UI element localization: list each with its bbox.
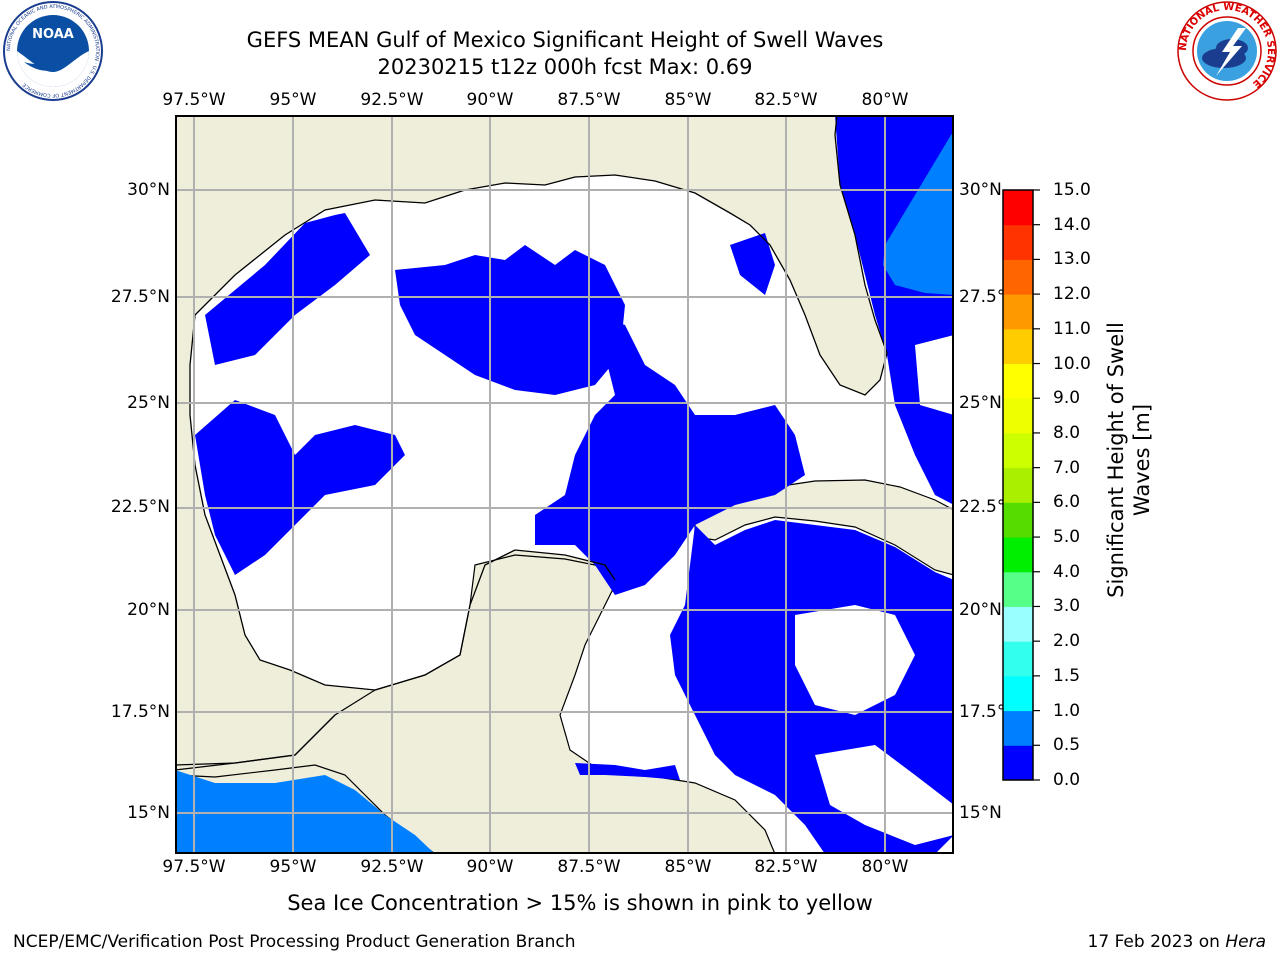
colorbar-segment (1003, 294, 1033, 330)
colorbar-segment (1003, 398, 1033, 434)
footer-branch: NCEP/EMC/Verification Post Processing Pr… (13, 932, 576, 952)
colorbar-tick-label: 7.0 (1053, 457, 1081, 478)
lon-label-top: 87.5°W (557, 90, 621, 110)
colorbar-segment (1003, 363, 1033, 399)
colorbar-tick-label: 0.5 (1053, 735, 1081, 756)
lon-label-top: 92.5°W (360, 90, 424, 110)
swell-mid-region-atlantic (883, 130, 954, 295)
colorbar (1002, 189, 1040, 781)
noaa-logo-text: NOAA (32, 27, 74, 42)
map-frame (175, 115, 954, 854)
colorbar-tick-label: 0.0 (1053, 770, 1081, 790)
lon-label-top: 85°W (664, 90, 712, 110)
lat-label-right: 25°N (959, 393, 1002, 413)
lon-label-top: 82.5°W (754, 90, 818, 110)
colorbar-segment (1003, 571, 1033, 607)
colorbar-segment (1003, 190, 1033, 226)
footer-machine: Hera (1225, 932, 1266, 952)
colorbar-segment (1003, 467, 1033, 503)
lat-label-left: 17.5°N (110, 702, 170, 722)
lon-label-top: 97.5°W (162, 90, 226, 110)
chart-subtitle: 20230215 t12z 000h fcst Max: 0.69 (377, 55, 753, 79)
colorbar-tick-label: 5.0 (1053, 527, 1081, 548)
colorbar-segment (1003, 710, 1033, 746)
lat-label-left: 25°N (127, 393, 170, 413)
colorbar-tick-label: 11.0 (1053, 318, 1091, 339)
colorbar-title: Significant Height of Swell Waves [m] (1103, 300, 1155, 620)
colorbar-segment (1003, 537, 1033, 573)
colorbar-segment (1003, 328, 1033, 365)
lat-label-right: 20°N (959, 600, 1002, 620)
lat-label-right: 15°N (959, 803, 1002, 823)
colorbar-title-line1: Significant Height of Swell (1104, 322, 1128, 598)
footer-date: 17 Feb 2023 on Hera (1088, 932, 1266, 952)
map-panel (175, 115, 954, 854)
colorbar-tick-label: 9.0 (1053, 388, 1081, 409)
lat-label-left: 27.5°N (110, 287, 170, 307)
colorbar-segment (1003, 259, 1033, 295)
lon-label-bottom: 97.5°W (162, 857, 226, 877)
lon-label-bottom: 90°W (466, 857, 514, 877)
lon-label-top: 80°W (861, 90, 909, 110)
colorbar-tick-label: 14.0 (1053, 214, 1091, 235)
colorbar-tick-label: 1.0 (1053, 700, 1081, 721)
colorbar-segment (1003, 224, 1033, 260)
nws-logo: NATIONAL WEATHER SERVICE (1177, 1, 1277, 101)
map-gridlines (175, 115, 954, 854)
cuba-island (694, 479, 954, 576)
colorbar-segment (1003, 745, 1033, 781)
lon-label-bottom: 80°W (861, 857, 909, 877)
noaa-logo: NOAA NATIONAL OCEANIC AND ATMOSPHERIC AD… (3, 1, 103, 101)
colorbar-title-line2: Waves [m] (1130, 403, 1154, 517)
colorbar-tick-label: 8.0 (1053, 422, 1081, 443)
sea-ice-note: Sea Ice Concentration > 15% is shown in … (0, 891, 1280, 915)
lat-label-left: 20°N (127, 600, 170, 620)
lat-label-left: 22.5°N (110, 497, 170, 517)
lon-label-top: 90°W (466, 90, 514, 110)
colorbar-tick-label: 12.0 (1053, 284, 1091, 305)
colorbar-frame (1002, 189, 1034, 781)
chart-title: GEFS MEAN Gulf of Mexico Significant Hei… (246, 28, 884, 52)
colorbar-tick-label: 2.0 (1053, 631, 1081, 652)
colorbar-tick-label: 3.0 (1053, 596, 1081, 617)
colorbar-segment (1003, 675, 1033, 712)
lon-label-top: 95°W (269, 90, 317, 110)
lat-label-left: 30°N (127, 180, 170, 200)
lat-label-right: 30°N (959, 180, 1002, 200)
lat-label-left: 15°N (127, 803, 170, 823)
colorbar-tick-label: 4.0 (1053, 561, 1081, 582)
footer-date-text: 17 Feb 2023 on (1087, 932, 1226, 952)
colorbar-tick-label: 1.5 (1053, 665, 1081, 686)
colorbar-tick-label: 10.0 (1053, 353, 1091, 374)
lon-label-bottom: 82.5°W (754, 857, 818, 877)
colorbar-tick-label: 13.0 (1053, 249, 1091, 270)
coastlines (175, 115, 888, 771)
colorbar-tick-label: 15.0 (1053, 180, 1091, 200)
lon-label-bottom: 92.5°W (360, 857, 424, 877)
colorbar-tick-label: 6.0 (1053, 492, 1081, 513)
sea-ice-note-text: Sea Ice Concentration > 15% is shown in … (287, 891, 873, 915)
colorbar-segment (1003, 641, 1033, 677)
lon-label-bottom: 95°W (269, 857, 317, 877)
colorbar-segment (1003, 502, 1033, 538)
lon-label-bottom: 85°W (664, 857, 712, 877)
colorbar-segment (1003, 606, 1033, 642)
colorbar-segment (1003, 432, 1033, 469)
lon-label-bottom: 87.5°W (557, 857, 621, 877)
